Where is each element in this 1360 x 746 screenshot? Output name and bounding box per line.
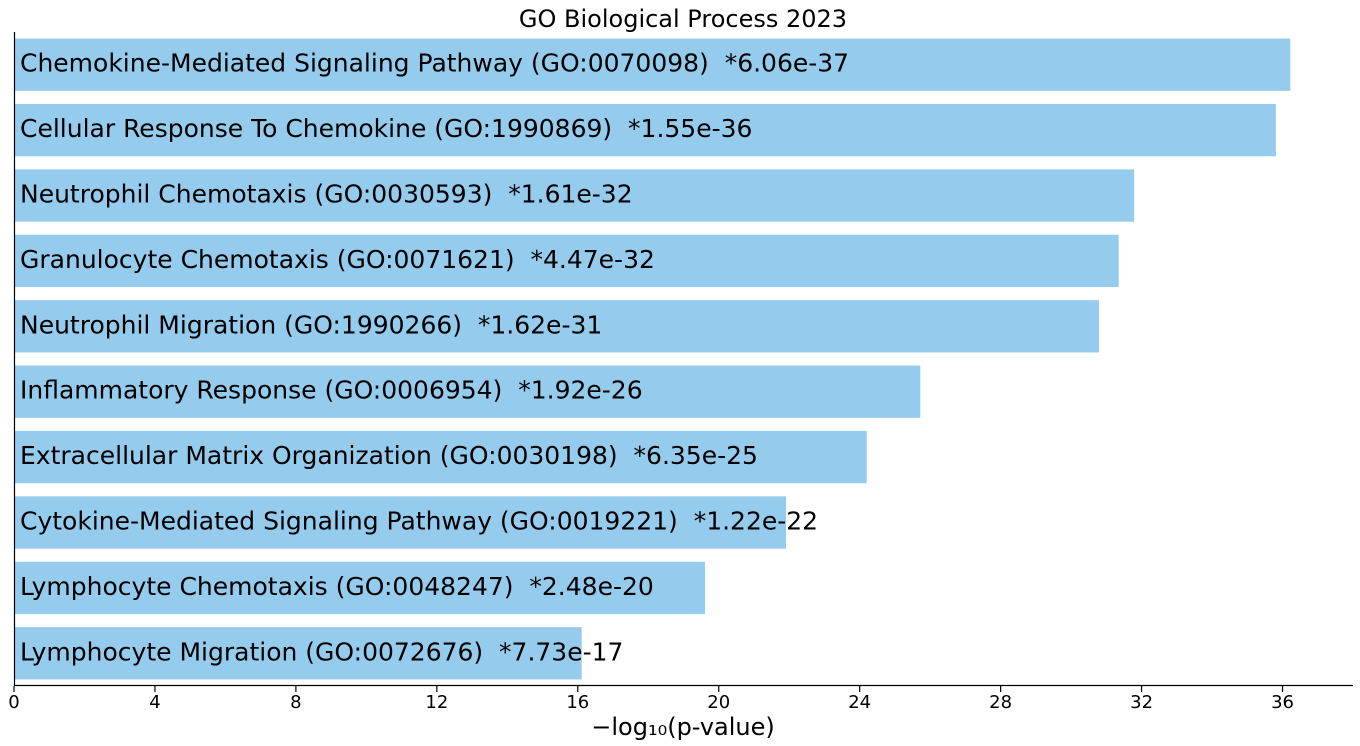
bar <box>14 561 705 615</box>
bar-label: Neutrophil Migration (GO:1990266) *1.62e… <box>20 310 602 339</box>
bar <box>14 300 1099 353</box>
x-ticks-layer: 0 4 8 12 16 20 24 28 32 36 <box>8 686 1294 713</box>
bar <box>14 365 921 418</box>
chart-title: GO Biological Process 2023 <box>519 5 847 33</box>
bar <box>14 38 1291 91</box>
bar <box>14 169 1135 222</box>
x-tick-label: 32 <box>1130 692 1153 713</box>
bars-layer <box>14 38 1291 680</box>
bar <box>14 496 787 549</box>
bar-label: Cellular Response To Chemokine (GO:19908… <box>20 114 752 143</box>
bar-label: Lymphocyte Chemotaxis (GO:0048247) *2.48… <box>20 572 654 601</box>
x-tick-label: 20 <box>707 692 730 713</box>
x-tick-label: 4 <box>149 692 160 713</box>
bar <box>14 103 1276 157</box>
bar-label: Chemokine-Mediated Signaling Pathway (GO… <box>20 49 849 78</box>
bar-label: Cytokine-Mediated Signaling Pathway (GO:… <box>20 507 818 536</box>
x-tick-label: 28 <box>989 692 1012 713</box>
bar-label: Neutrophil Chemotaxis (GO:0030593) *1.61… <box>20 180 633 209</box>
bar <box>14 234 1119 288</box>
bar <box>14 430 867 484</box>
x-tick-label: 0 <box>8 692 19 713</box>
bar-label: Extracellular Matrix Organization (GO:00… <box>20 441 758 470</box>
x-tick-label: 36 <box>1271 692 1294 713</box>
x-tick-label: 12 <box>425 692 448 713</box>
x-tick-label: 24 <box>848 692 871 713</box>
x-tick-label: 8 <box>290 692 301 713</box>
x-axis-label: −log₁₀(p-value) <box>591 713 774 741</box>
bar-labels-layer: Chemokine-Mediated Signaling Pathway (GO… <box>20 49 849 667</box>
bar-label: Lymphocyte Migration (GO:0072676) *7.73e… <box>20 637 623 666</box>
bar <box>14 627 582 680</box>
x-tick-label: 16 <box>566 692 589 713</box>
bar-label: Granulocyte Chemotaxis (GO:0071621) *4.4… <box>20 245 655 274</box>
bar-label: Inflammatory Response (GO:0006954) *1.92… <box>20 376 643 405</box>
